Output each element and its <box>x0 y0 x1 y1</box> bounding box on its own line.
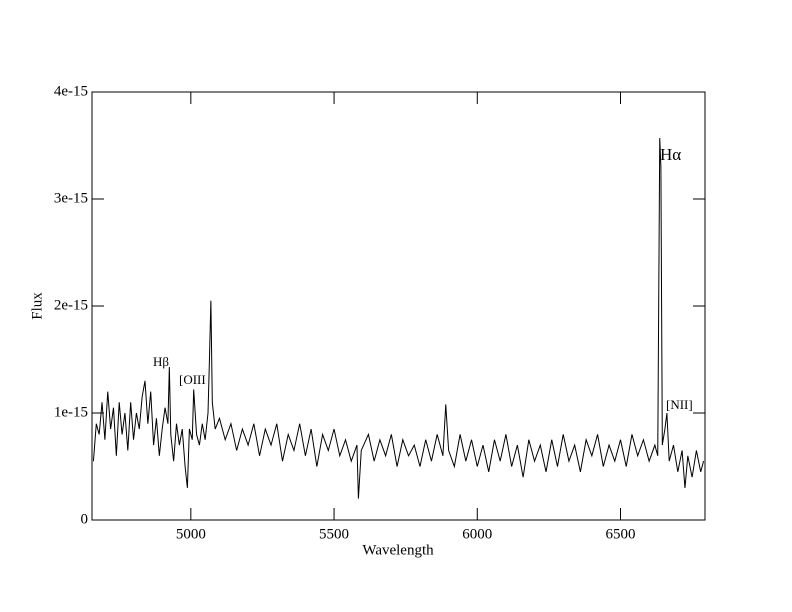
y-tick-label: 0 <box>81 511 89 527</box>
x-tick-label: 6500 <box>605 526 635 542</box>
spectrum-line <box>92 137 705 499</box>
x-tick-label: 5000 <box>176 526 206 542</box>
annotation: Hβ <box>153 354 169 369</box>
y-tick-label: 2e-15 <box>54 297 88 313</box>
x-tick-label: 5500 <box>319 526 349 542</box>
annotation: Hα <box>660 145 681 164</box>
annotation: [NII] <box>666 397 693 412</box>
annotation: [OIII <box>179 372 206 387</box>
y-tick-label: 3e-15 <box>54 190 88 206</box>
x-tick-label: 6000 <box>462 526 492 542</box>
x-axis-label: Wavelength <box>362 542 434 558</box>
y-tick-label: 4e-15 <box>54 83 88 99</box>
y-tick-label: 1e-15 <box>54 404 88 420</box>
y-axis-label: Flux <box>29 292 45 320</box>
